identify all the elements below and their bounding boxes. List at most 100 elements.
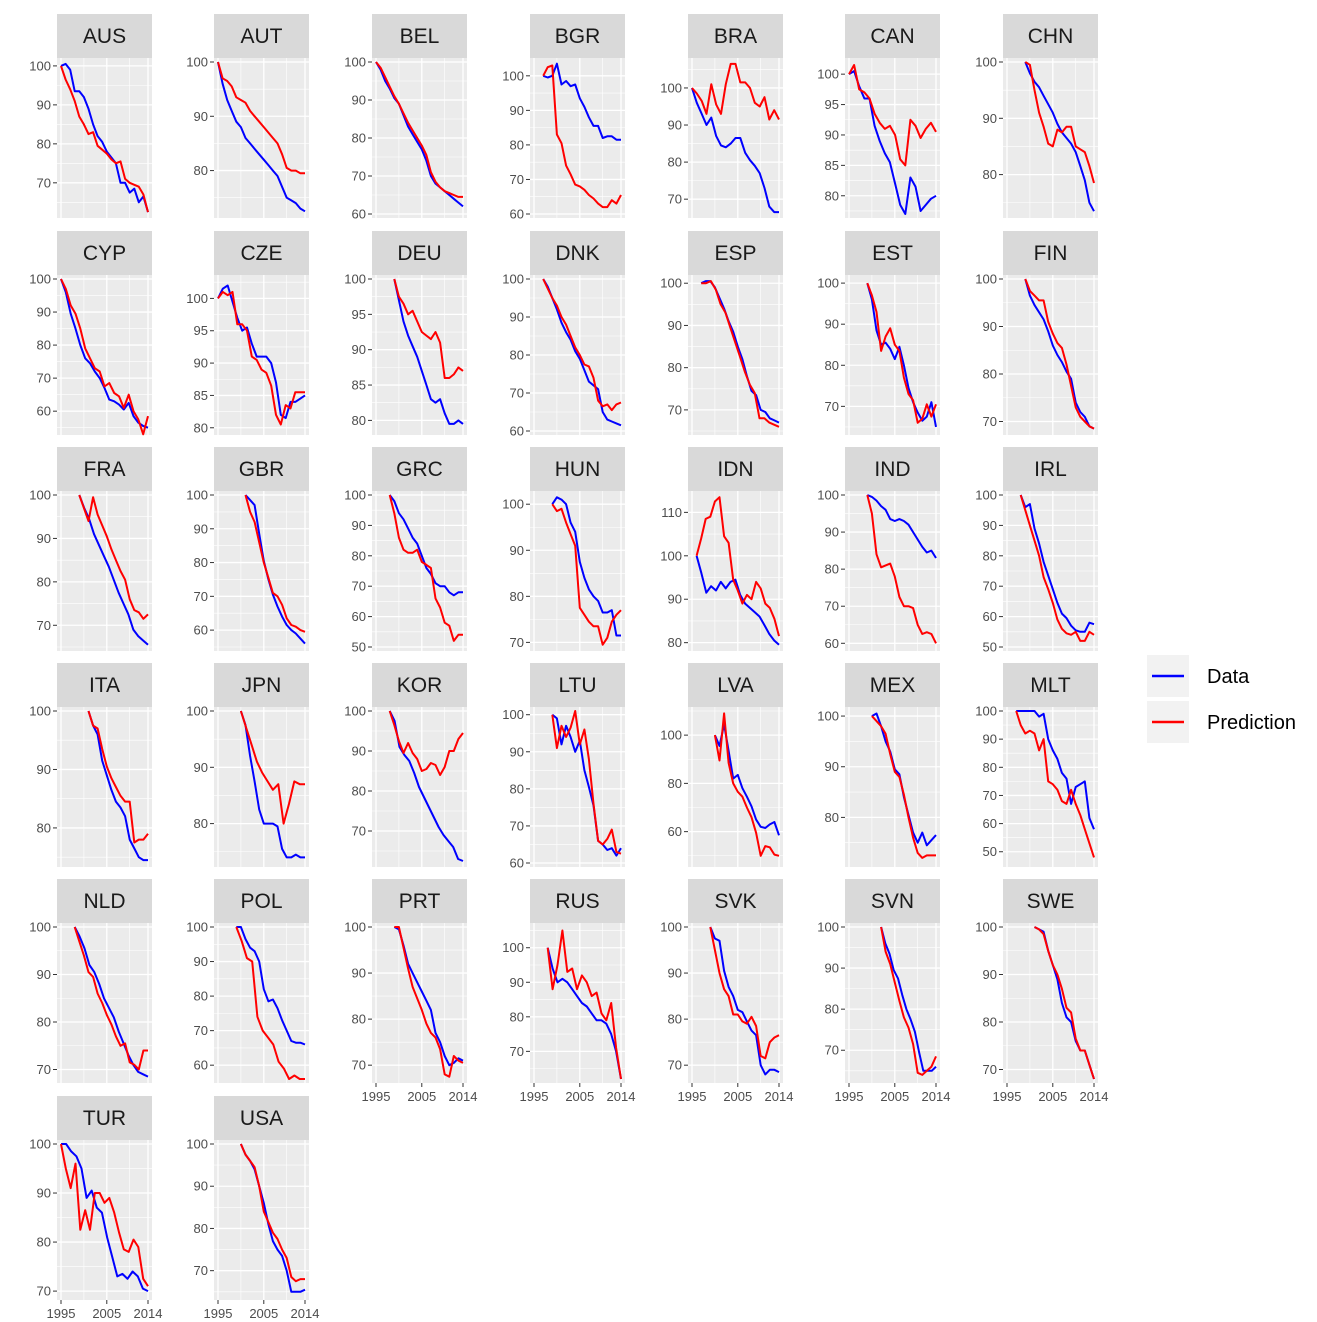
- series-line-prediction: [709, 926, 780, 1060]
- y-tick-label: 100: [344, 272, 366, 287]
- series-line-prediction: [60, 1143, 149, 1287]
- y-tick-label: 100: [502, 707, 524, 722]
- series-line-prediction: [1034, 926, 1095, 1080]
- series-line-data: [551, 496, 621, 637]
- facet-strip: [372, 231, 467, 275]
- x-tick-label: 2005: [565, 1089, 594, 1104]
- series-line-data: [61, 1143, 149, 1292]
- y-tick-label: 100: [29, 58, 51, 73]
- y-tick-label: 70: [510, 1044, 524, 1059]
- y-tick-label: 100: [29, 272, 51, 287]
- facet-strip-label: FIN: [1034, 242, 1068, 265]
- y-tick-label: 90: [194, 356, 208, 371]
- facet-panel-can: CAN 80 85 90 95 100: [817, 14, 940, 218]
- y-tick-label: 70: [37, 1062, 51, 1077]
- y-tick-label: 90: [510, 310, 524, 325]
- facet-panel-gbr: GBR 60 70 80 90 100: [186, 447, 309, 651]
- y-tick-label: 100: [817, 709, 839, 724]
- plot-background: [845, 923, 940, 1083]
- x-tick-label: 2014: [922, 1089, 951, 1104]
- y-tick-label: 90: [194, 109, 208, 124]
- facet-strip: [57, 663, 152, 707]
- x-tick-label: 1995: [678, 1089, 707, 1104]
- y-tick-label: 70: [352, 169, 366, 184]
- y-tick-label: 95: [352, 307, 366, 322]
- facet-strip-label: ESP: [714, 242, 756, 265]
- facet-strip-label: BRA: [714, 25, 757, 48]
- facet-panel-bel: BEL 60 70 80 90 100: [344, 14, 467, 222]
- series-line-data: [60, 62, 149, 213]
- y-tick-label: 90: [983, 319, 997, 334]
- y-tick-label: 95: [194, 323, 208, 338]
- facet-strip-label: CZE: [241, 242, 283, 265]
- y-tick-label: 60: [194, 623, 208, 638]
- y-tick-label: 90: [983, 967, 997, 982]
- x-tick-label: 2005: [249, 1306, 278, 1321]
- y-tick-label: 80: [825, 810, 839, 825]
- y-tick-label: 70: [510, 635, 524, 650]
- y-tick-label: 80: [37, 820, 51, 835]
- facet-panel-usa: USA 70 80 90 100 1995 2005 2014: [186, 1096, 319, 1321]
- facet-panel-irl: IRL 50 60 70 80 90 100: [975, 447, 1098, 655]
- y-tick-label: 110: [661, 505, 682, 520]
- series-line-data: [78, 494, 149, 646]
- facet-strip-label: HUN: [555, 458, 601, 481]
- series-line-prediction: [542, 278, 622, 412]
- y-tick-label: 90: [668, 592, 682, 607]
- facet-panel-svn: SVN 70 80 90 100 1995 2005 2014: [817, 879, 950, 1104]
- y-tick-label: 100: [817, 67, 839, 82]
- facet-panel-ind: IND 60 70 80 90 100: [817, 447, 940, 651]
- facet-strip: [1003, 879, 1098, 923]
- facet-panel-cze: CZE 80 85 90 95 100: [186, 231, 309, 435]
- y-tick-label: 70: [352, 824, 366, 839]
- series-line-prediction: [78, 494, 149, 620]
- facet-strip: [845, 879, 940, 923]
- y-tick-label: 90: [668, 966, 682, 981]
- y-tick-label: 70: [825, 599, 839, 614]
- series-line-prediction: [73, 926, 148, 1071]
- y-tick-label: 85: [194, 388, 208, 403]
- y-tick-label: 70: [510, 818, 524, 833]
- y-tick-label: 70: [352, 579, 366, 594]
- series-line-data: [244, 494, 306, 645]
- series-line-prediction: [701, 280, 780, 428]
- series-line-data: [709, 926, 780, 1076]
- y-tick-label: 80: [510, 348, 524, 363]
- x-tick-label: 2014: [1080, 1089, 1109, 1104]
- facet-panel-hun: HUN 70 80 90 100: [502, 447, 625, 651]
- facet-strip: [214, 447, 309, 491]
- facet-panel-kor: KOR 70 80 90 100: [344, 663, 467, 867]
- y-tick-label: 60: [668, 824, 682, 839]
- plot-background: [1003, 58, 1098, 218]
- x-tick-label: 2005: [1038, 1089, 1067, 1104]
- y-tick-label: 80: [352, 1012, 366, 1027]
- facet-strip-label: PRT: [399, 890, 441, 913]
- y-tick-label: 100: [502, 272, 524, 287]
- y-tick-label: 90: [194, 760, 208, 775]
- series-line-data: [217, 284, 306, 420]
- facet-panel-aut: AUT 80 90 100: [186, 14, 309, 218]
- plot-background: [214, 1140, 309, 1300]
- facet-strip: [845, 447, 940, 491]
- series-line-data: [239, 710, 305, 859]
- series-line-prediction: [60, 278, 149, 436]
- plot-background: [57, 275, 152, 435]
- y-tick-label: 100: [29, 488, 51, 503]
- y-tick-label: 100: [344, 920, 366, 935]
- y-tick-label: 100: [29, 920, 51, 935]
- facet-panel-bra: BRA 70 80 90 100: [660, 14, 783, 218]
- y-tick-label: 100: [975, 55, 997, 70]
- facet-panel-svk: SVK 70 80 90 100 1995 2005 2014: [660, 879, 793, 1104]
- facet-strip-label: GBR: [239, 458, 285, 481]
- y-tick-label: 90: [352, 342, 366, 357]
- y-tick-label: 80: [352, 784, 366, 799]
- facet-strip-label: USA: [240, 1107, 283, 1130]
- y-tick-label: 80: [37, 574, 51, 589]
- series-line-prediction: [695, 496, 780, 637]
- facet-strip: [214, 1096, 309, 1140]
- y-tick-label: 90: [983, 111, 997, 126]
- series-line-prediction: [239, 1143, 305, 1283]
- series-line-prediction: [848, 64, 937, 167]
- y-tick-label: 85: [352, 378, 366, 393]
- y-tick-label: 95: [825, 97, 839, 112]
